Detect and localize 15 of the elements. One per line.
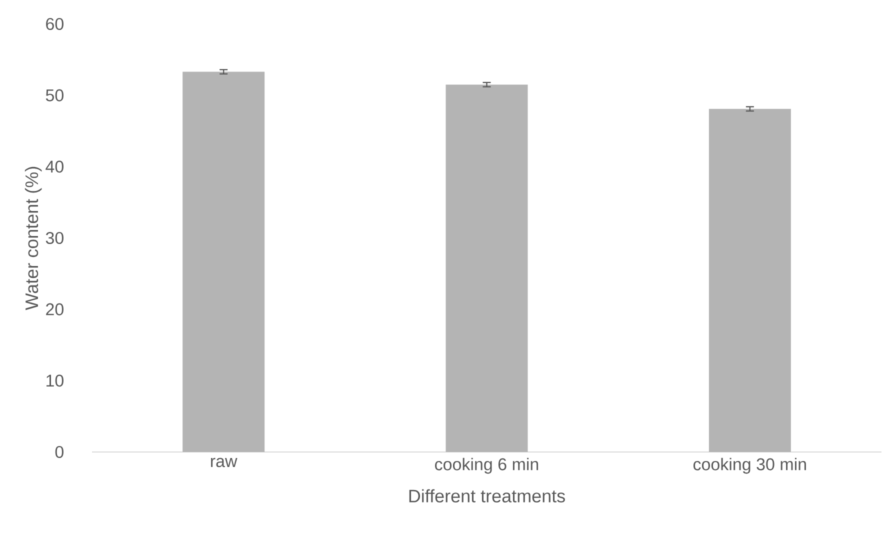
y-tick-label: 40 (46, 160, 64, 173)
bar (446, 84, 528, 452)
x-tick-label: raw (211, 458, 238, 468)
y-tick-label: 0 (55, 446, 64, 458)
y-tick-label: 50 (46, 89, 64, 102)
x-tick-label: cooking 6 min (435, 458, 538, 474)
bar (708, 108, 791, 452)
y-tick-label: 60 (46, 18, 64, 30)
bar (182, 72, 265, 452)
y-tick-label: 30 (46, 232, 64, 244)
y-tick-label: 20 (46, 303, 64, 316)
y-axis-title: Water content (%) (24, 166, 42, 310)
y-tick-label: 10 (46, 374, 64, 387)
x-axis-title: Different treatments (409, 489, 565, 502)
x-tick-label: cooking 30 min (693, 458, 806, 474)
